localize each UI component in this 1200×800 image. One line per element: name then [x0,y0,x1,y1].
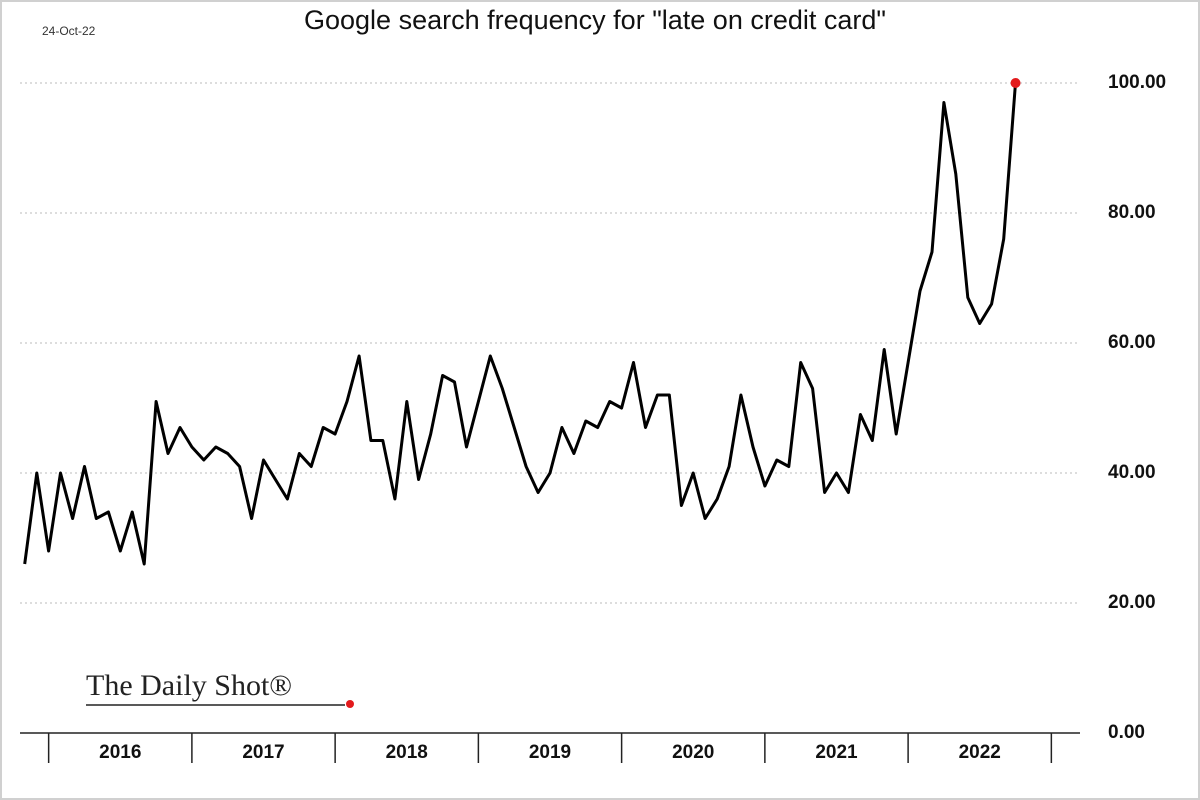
x-tick-label: 2017 [242,742,284,763]
chart-title: Google search frequency for "late on cre… [304,5,886,35]
line-series [23,82,1017,566]
y-tick-label: 40.00 [1108,462,1156,483]
last-point-marker [1010,78,1021,88]
x-tick-label: 2018 [386,742,428,763]
x-tick-label: 2019 [529,742,571,763]
source-logo: The Daily Shot® [86,669,292,702]
y-tick-label: 60.00 [1108,332,1156,353]
x-tick-label: 2021 [815,742,858,763]
x-tick-label: 2022 [959,742,1001,763]
x-tick-label: 2016 [99,742,141,763]
x-tick-label: 2020 [672,742,714,763]
logo-dot [346,700,354,708]
date-label: 24-Oct-22 [42,24,96,38]
y-tick-label: 20.00 [1108,592,1156,613]
y-tick-label: 0.00 [1108,722,1145,743]
y-tick-label: 100.00 [1108,72,1166,93]
y-tick-label: 80.00 [1108,202,1156,223]
